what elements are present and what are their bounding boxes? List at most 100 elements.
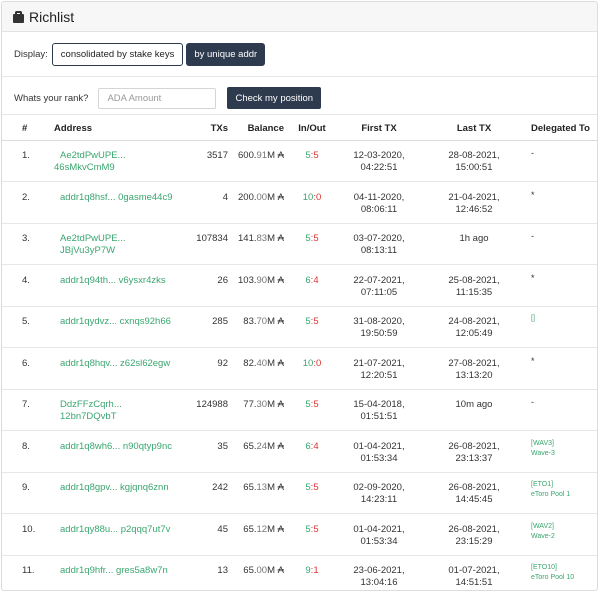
in-out-ratio: 5:5: [305, 316, 319, 327]
tx-count: 45: [217, 523, 228, 535]
ada-amount-input[interactable]: ADA Amount: [98, 87, 217, 109]
delegation[interactable]: *: [531, 356, 595, 366]
address-link[interactable]: addr1q94th... v6ysxr4zks: [54, 275, 174, 287]
col-inout[interactable]: In/Out: [298, 123, 326, 134]
first-tx: 31-08-2020, 19:50:59: [340, 316, 418, 340]
out-count: 5: [313, 316, 319, 327]
address-link[interactable]: Ae2tdPwUPE... 46sMkvCmM9: [54, 150, 174, 174]
check-position-button[interactable]: Check my position: [227, 87, 322, 109]
address-line-2[interactable]: 46sMkvCmM9: [54, 162, 115, 173]
address-line-1[interactable]: DdzFFzCqrh... 12bn7DQvbT: [60, 399, 122, 422]
col-last-tx[interactable]: Last TX: [456, 123, 492, 134]
address-line-1[interactable]: Ae2tdPwUPE... JBjVu3yP7W: [60, 233, 126, 256]
out-count: 5: [313, 233, 319, 244]
delegation[interactable]: [WAV2] Wave-2: [531, 522, 595, 542]
address-line-1[interactable]: addr1q8gpv... kgjqnq6znn: [60, 482, 169, 493]
delegation[interactable]: -: [531, 231, 595, 241]
ada-symbol: ₳: [277, 399, 284, 410]
consolidated-button[interactable]: consolidated by stake keys: [51, 43, 184, 66]
address-line-1[interactable]: addr1q8wh6... n90qtyp9nc: [60, 440, 172, 452]
address-link[interactable]: addr1qy88u... p2qqq7ut7v: [54, 524, 174, 536]
delegation[interactable]: [ETO1] eToro Pool 1: [531, 480, 595, 500]
pool-name[interactable]: *: [531, 355, 535, 366]
unique-addr-button[interactable]: by unique addr: [186, 43, 266, 66]
in-out-ratio: 5:5: [305, 150, 319, 161]
col-delegated[interactable]: Delegated To: [531, 123, 590, 134]
pool-name[interactable]: *: [531, 189, 535, 200]
address-line-1[interactable]: addr1qy88u... p2qqq7ut7v: [60, 523, 171, 535]
last-tx-time: 14:45:45: [455, 494, 493, 505]
address-link[interactable]: Ae2tdPwUPE... JBjVu3yP7W: [54, 233, 174, 257]
balance: 83.70M ₳: [230, 316, 284, 328]
pool-name[interactable]: Wave-3: [531, 449, 555, 457]
delegation[interactable]: [ETO10] eToro Pool 10: [531, 563, 595, 583]
last-tx-date: 28-08-2021,: [448, 150, 500, 161]
address-line-1[interactable]: addr1q94th... v6ysxr4zks: [60, 274, 166, 286]
balance-unit: M: [267, 440, 276, 452]
last-tx: 24-08-2021, 12:05:49: [434, 316, 514, 340]
last-tx-date: 1h ago: [459, 233, 489, 244]
pool-ticker[interactable]: [WAV3]: [531, 439, 554, 447]
balance-unit: M: [267, 482, 276, 493]
address-line-1[interactable]: addr1q9hfr... gres5a8w7n: [60, 565, 168, 576]
pool-name[interactable]: Wave-2: [531, 532, 555, 540]
first-tx-time: 07:11:05: [360, 286, 398, 298]
tx-count: 26: [217, 274, 228, 286]
in-count: 5: [305, 316, 311, 327]
first-tx-time: 14:23:11: [360, 494, 398, 505]
pool-name[interactable]: -: [531, 148, 534, 158]
out-count: 4: [313, 440, 319, 452]
last-tx-time: 12:46:52: [455, 203, 493, 215]
first-tx-date: 15-04-2018,: [353, 399, 405, 410]
first-tx-time: 01:53:34: [360, 452, 398, 464]
delegation[interactable]: *: [531, 273, 595, 283]
delegation[interactable]: -: [531, 148, 595, 158]
address-link[interactable]: addr1q8wh6... n90qtyp9nc: [54, 441, 174, 453]
in-count: 9: [305, 565, 311, 576]
pool-name[interactable]: *: [531, 272, 535, 283]
last-tx: 10m ago: [434, 399, 514, 411]
address-line-1[interactable]: Ae2tdPwUPE...: [60, 150, 126, 161]
table-header: # Address TXs Balance In/Out First TX La…: [2, 114, 597, 141]
balance: 65.13M ₳: [230, 482, 284, 494]
address-link[interactable]: addr1q8hqv... z62sl62egw: [54, 358, 174, 370]
address-line-1[interactable]: addr1q8hsf... 0gasme44c9: [60, 191, 173, 203]
address-line-1[interactable]: addr1qydvz... cxnqs92h66: [60, 316, 171, 327]
ada-symbol: ₳: [277, 482, 284, 493]
col-address[interactable]: Address: [54, 123, 93, 134]
table-row: 1. Ae2tdPwUPE... 46sMkvCmM9 3517 600.91M ₳ 5:…: [2, 141, 597, 182]
col-balance[interactable]: Balance: [247, 123, 284, 134]
delegation[interactable]: []: [531, 314, 595, 324]
col-txs[interactable]: TXs: [210, 123, 228, 134]
balance-main: 141.: [238, 233, 257, 244]
address-line-1[interactable]: addr1q8hqv... z62sl62egw: [60, 357, 171, 369]
pool-ticker[interactable]: [ETO1]: [531, 481, 554, 488]
ada-symbol: ₳: [277, 150, 284, 161]
ada-symbol: ₳: [277, 440, 284, 452]
pool-name[interactable]: -: [531, 397, 534, 407]
last-tx: 26-08-2021, 23:13:37: [434, 441, 514, 465]
pool-name[interactable]: eToro Pool 1: [531, 491, 571, 498]
pool-name[interactable]: -: [531, 231, 534, 241]
first-tx: 04-11-2020, 08:06:11: [340, 192, 418, 216]
delegation[interactable]: -: [531, 397, 595, 407]
address-link[interactable]: addr1q9hfr... gres5a8w7n: [54, 565, 174, 577]
pool-ticker[interactable]: [ETO10]: [531, 564, 557, 571]
col-first-tx[interactable]: First TX: [361, 123, 397, 134]
in-count: 5: [305, 233, 311, 244]
address-link[interactable]: DdzFFzCqrh... 12bn7DQvbT: [54, 399, 174, 423]
address-link[interactable]: addr1q8gpv... kgjqnq6znn: [54, 482, 174, 494]
in-out-ratio: 6:4: [305, 440, 319, 452]
pool-ticker[interactable]: [WAV2]: [531, 522, 554, 530]
table-row: 9. addr1q8gpv... kgjqnq6znn 242 65.13M ₳ 5:5…: [2, 473, 597, 514]
address-link[interactable]: addr1q8hsf... 0gasme44c9: [54, 192, 174, 204]
delegation[interactable]: *: [531, 190, 595, 200]
first-tx-time: 12:20:51: [360, 369, 398, 381]
address-link[interactable]: addr1qydvz... cxnqs92h66: [54, 316, 174, 328]
out-count: 5: [313, 150, 319, 161]
in-out-ratio: 5:5: [305, 399, 319, 410]
pool-ticker[interactable]: []: [531, 315, 535, 322]
delegation[interactable]: [WAV3] Wave-3: [531, 439, 595, 459]
pool-name[interactable]: eToro Pool 10: [531, 574, 575, 581]
